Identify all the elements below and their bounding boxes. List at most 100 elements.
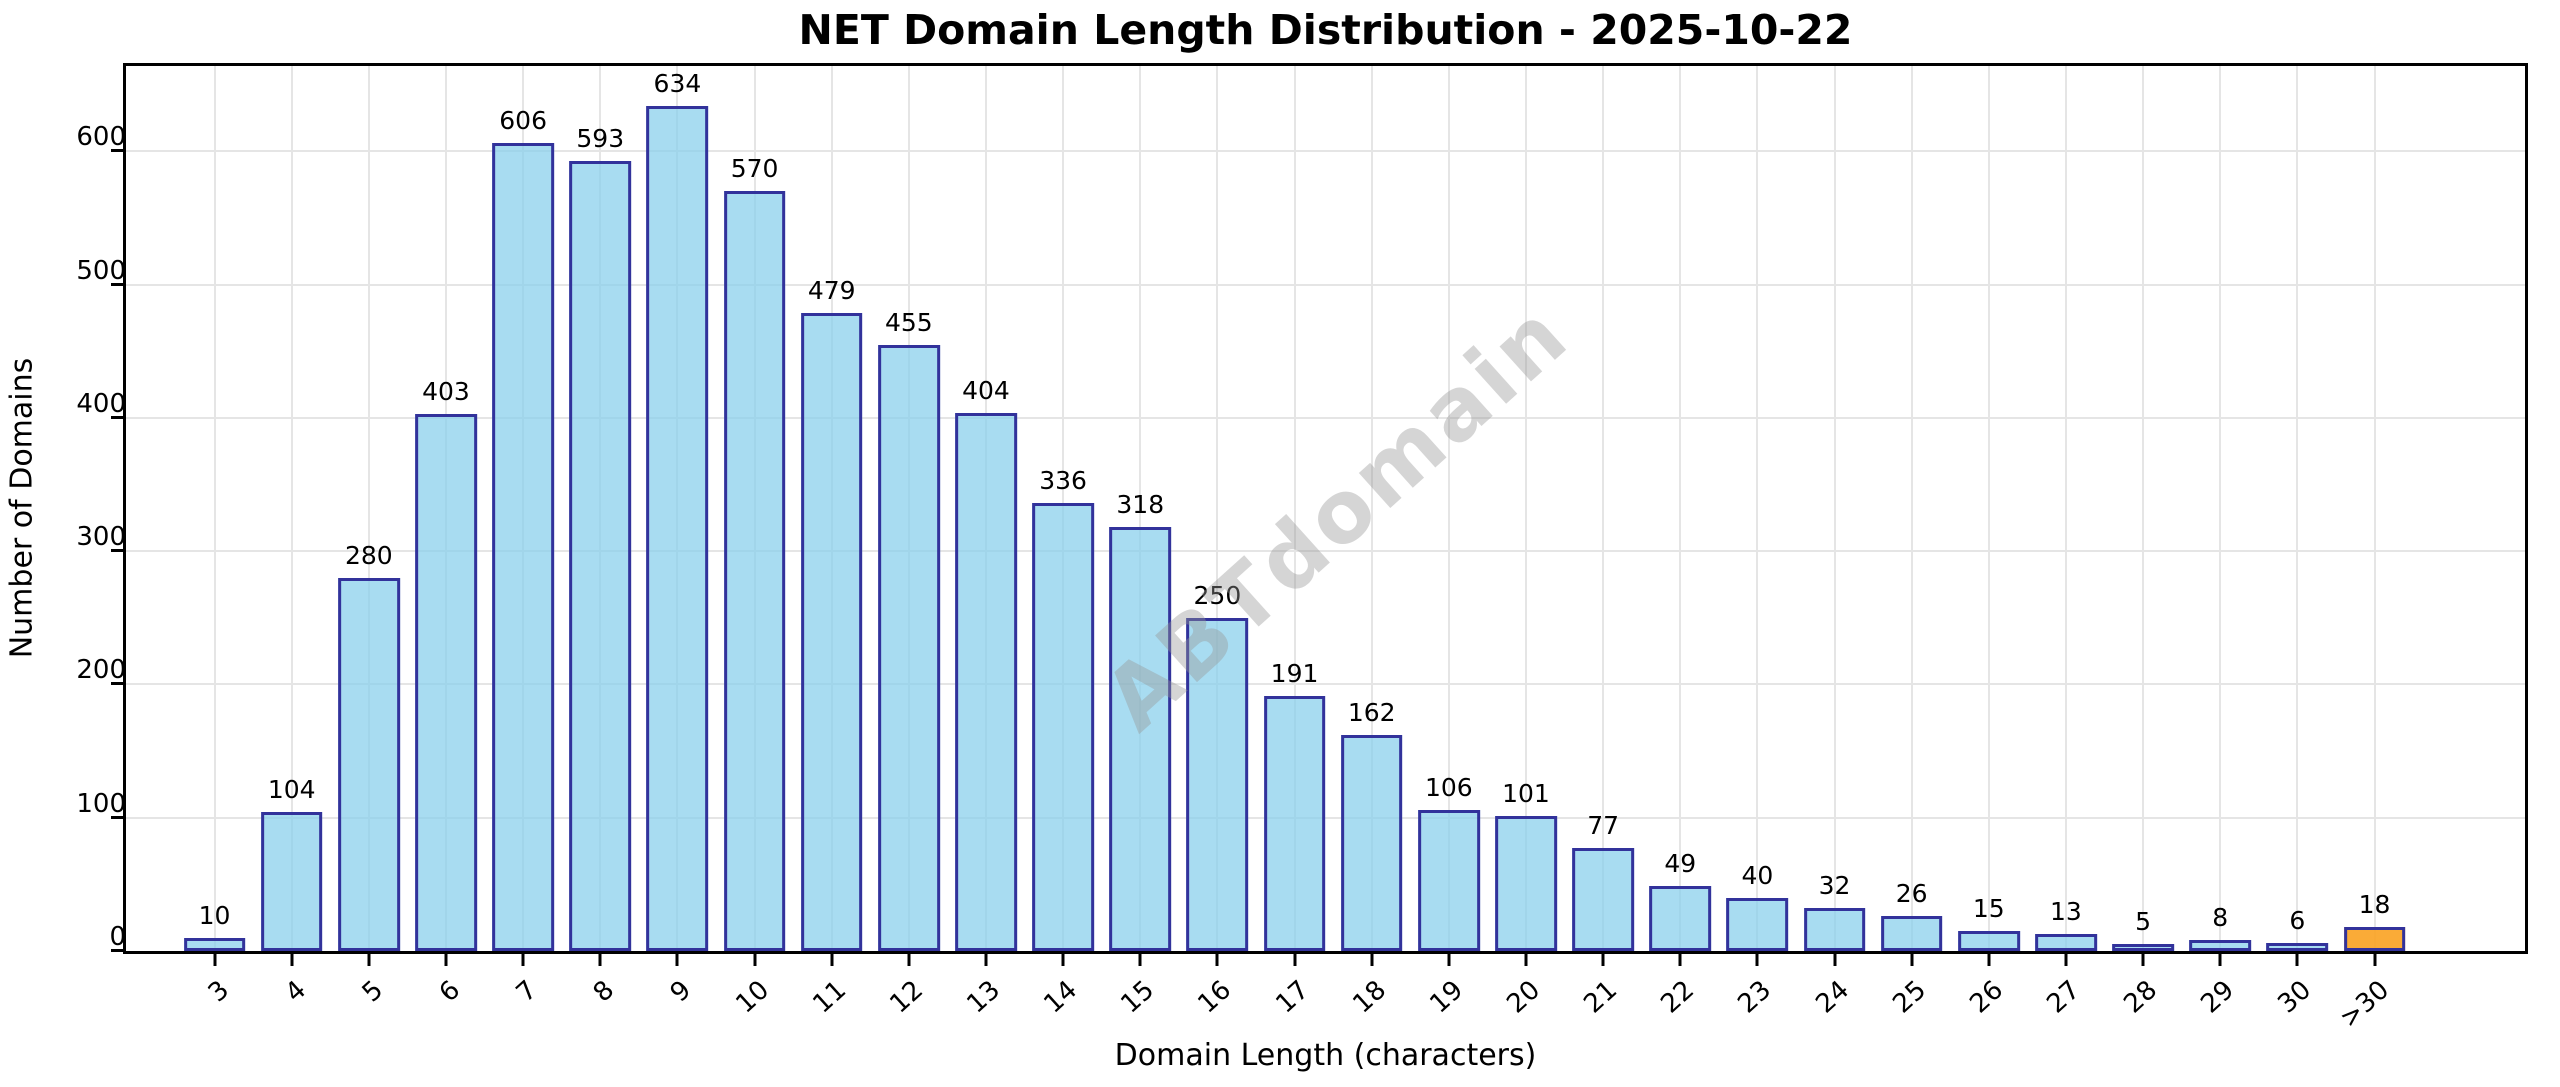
bars-layer: 10 3 104 4 280 5 403 6 606 7 593 8 634 9 570 10 479 11 455… (126, 66, 2525, 1034)
x-gridline-21 (1602, 66, 1605, 951)
x-tick-23 (1755, 953, 1759, 966)
x-gridline-30 (2296, 66, 2299, 951)
x-tick-22 (1678, 953, 1682, 966)
y-tick-label-400: 400 (76, 388, 126, 419)
bar-3 (183, 937, 246, 951)
y-gridline-400 (126, 416, 2525, 419)
y-axis-title: Number of Domains (4, 357, 40, 659)
x-tick-5 (367, 953, 371, 966)
category-slot->30: 18 >30 (2334, 66, 2413, 1034)
x-tick-label-11: 11 (807, 975, 852, 1020)
category-slot-21: 77 21 (1565, 66, 1642, 1019)
bar-5 (337, 577, 400, 951)
y-gridline-200 (126, 683, 2525, 686)
plot-area: 0 100 200 300 400 500 600 10 3 104 4 280 5 403 6 606 7 5… (76, 63, 2528, 1034)
x-tick-label-29: 29 (2195, 975, 2241, 1020)
bar-16 (1186, 617, 1249, 951)
x-tick-label-19: 19 (1424, 975, 1469, 1020)
bar-6 (415, 413, 477, 951)
bar-value-label-13: 404 (962, 375, 1010, 405)
x-tick-20 (1524, 953, 1528, 966)
category-slot-15: 318 15 (1102, 66, 1179, 1019)
x-tick-label-17: 17 (1269, 975, 1315, 1020)
bar-value-label-14: 336 (1039, 466, 1087, 496)
category-slot-16: 250 16 (1179, 66, 1256, 1019)
category-slot-13: 404 13 (947, 66, 1024, 1019)
bar-value-label-28: 5 (2135, 907, 2152, 937)
y-tick-300 (111, 549, 123, 553)
category-slot-14: 336 14 (1025, 66, 1102, 1019)
x-tick-25 (1910, 953, 1914, 966)
bar-17 (1263, 696, 1326, 951)
bar-value-label-4: 104 (267, 775, 316, 805)
x-tick-30 (2295, 953, 2299, 966)
x-gridline-24 (1833, 66, 1836, 951)
bar-value-label-17: 191 (1270, 659, 1319, 689)
x-tick-27 (2064, 953, 2068, 966)
y-tick-100 (111, 815, 123, 819)
bar-22 (1649, 885, 1712, 951)
bar-23 (1726, 897, 1789, 951)
x-tick-label-25: 25 (1887, 975, 1932, 1020)
bar-value-label-30: 6 (2289, 906, 2306, 936)
x-tick-label-12: 12 (884, 975, 929, 1020)
y-tick-label-600: 600 (76, 122, 126, 153)
x-tick-label->30: >30 (2333, 975, 2395, 1035)
x-tick-26 (1987, 953, 1991, 966)
category-slot-7: 606 7 (485, 66, 562, 1008)
x-gridline-23 (1756, 66, 1759, 951)
bar-30 (2266, 943, 2329, 951)
bar-19 (1417, 809, 1480, 951)
x-tick-10 (753, 953, 757, 966)
bar-29 (2189, 940, 2252, 951)
bar-value-label-26: 15 (1972, 894, 2005, 924)
bar-value-label-10: 570 (730, 154, 779, 184)
x-tick-8 (598, 953, 602, 966)
x-gridline-18 (1370, 66, 1373, 951)
x-gridline->30 (2373, 66, 2376, 951)
bar-13 (955, 412, 1017, 951)
x-tick-label-23: 23 (1732, 975, 1778, 1020)
category-slot-4: 104 4 (253, 66, 330, 1008)
y-gridline-500 (126, 283, 2525, 286)
x-tick-label-14: 14 (1038, 975, 1084, 1020)
category-slot-18: 162 18 (1333, 66, 1410, 1019)
x-gridline-20 (1524, 66, 1527, 951)
x-tick-label-16: 16 (1192, 975, 1238, 1020)
category-slot-23: 40 23 (1719, 66, 1796, 1019)
x-tick-18 (1370, 953, 1374, 966)
bar-value-label-5: 280 (344, 540, 393, 570)
bar-value-label-23: 40 (1741, 860, 1774, 890)
bar-value-label->30: 18 (2358, 890, 2391, 920)
x-gridline-29 (2219, 66, 2222, 951)
bar-value-label-24: 32 (1818, 871, 1851, 901)
bar-value-label-7: 606 (499, 106, 547, 136)
y-tick-500 (111, 282, 123, 286)
bar-24 (1803, 908, 1866, 951)
x-gridline-19 (1447, 66, 1450, 951)
x-gridline-4 (290, 66, 293, 951)
x-tick-14 (1061, 953, 1065, 966)
x-tick->30 (2373, 953, 2376, 966)
x-tick-3 (213, 953, 217, 966)
chart-title: NET Domain Length Distribution - 2025-10… (798, 6, 1853, 54)
category-slot-26: 15 26 (1950, 66, 2027, 1019)
category-slot-19: 106 19 (1410, 66, 1487, 1019)
x-gridline-17 (1293, 66, 1296, 951)
x-tick-11 (830, 953, 834, 966)
y-tick-label-100: 100 (76, 788, 126, 819)
x-gridline-26 (1987, 66, 1990, 951)
category-slot-20: 101 20 (1487, 66, 1564, 1019)
category-slot-6: 403 6 (407, 66, 484, 1008)
category-slot-8: 593 8 (562, 66, 639, 1008)
x-gridline-25 (1910, 66, 1913, 951)
bar-value-label-16: 250 (1193, 580, 1242, 610)
x-tick-16 (1215, 953, 1219, 966)
x-gridline-16 (1216, 66, 1219, 951)
x-tick-label-10: 10 (729, 975, 775, 1020)
x-tick-label-9: 9 (665, 975, 698, 1009)
x-gridline-3 (213, 66, 216, 951)
category-slot-3: 10 3 (176, 66, 253, 1008)
bar->30 (2343, 927, 2406, 951)
bar-18 (1340, 735, 1403, 951)
